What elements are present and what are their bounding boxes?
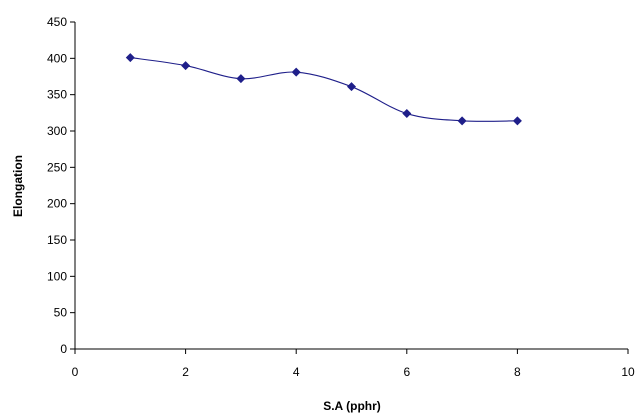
x-tick-label: 6 bbox=[403, 365, 410, 379]
x-tick-label: 4 bbox=[293, 365, 300, 379]
y-tick-label: 250 bbox=[47, 160, 67, 174]
y-axis-title: Elongation bbox=[11, 155, 25, 217]
x-tick-label: 2 bbox=[182, 365, 189, 379]
y-tick-label: 450 bbox=[47, 15, 67, 29]
x-axis-ticks: 0 2 4 6 8 10 bbox=[72, 349, 635, 379]
data-point-marker bbox=[457, 116, 467, 126]
y-tick-label: 0 bbox=[60, 342, 67, 356]
x-tick-label: 8 bbox=[514, 365, 521, 379]
series-group bbox=[125, 53, 522, 126]
y-tick-label: 300 bbox=[47, 124, 67, 138]
series-line bbox=[130, 57, 518, 122]
y-tick-label: 100 bbox=[47, 269, 67, 283]
data-point-marker bbox=[347, 82, 356, 92]
data-point-marker bbox=[402, 109, 412, 119]
data-point-marker bbox=[181, 61, 191, 71]
y-tick-label: 150 bbox=[47, 233, 67, 247]
data-point-marker bbox=[291, 67, 301, 77]
y-tick-label: 350 bbox=[47, 88, 67, 102]
y-tick-label: 50 bbox=[54, 306, 68, 320]
x-tick-label: 0 bbox=[72, 365, 79, 379]
data-point-marker bbox=[236, 74, 246, 84]
plot-area bbox=[74, 22, 628, 350]
y-axis-ticks: 0 50 100 150 200 250 300 350 400 450 bbox=[47, 15, 75, 356]
x-axis-title: S.A (pphr) bbox=[323, 399, 381, 413]
y-tick-label: 400 bbox=[47, 51, 67, 65]
data-point-marker bbox=[125, 53, 135, 63]
x-tick-label: 10 bbox=[621, 365, 635, 379]
data-point-marker bbox=[512, 116, 522, 126]
y-tick-label: 200 bbox=[47, 197, 67, 211]
